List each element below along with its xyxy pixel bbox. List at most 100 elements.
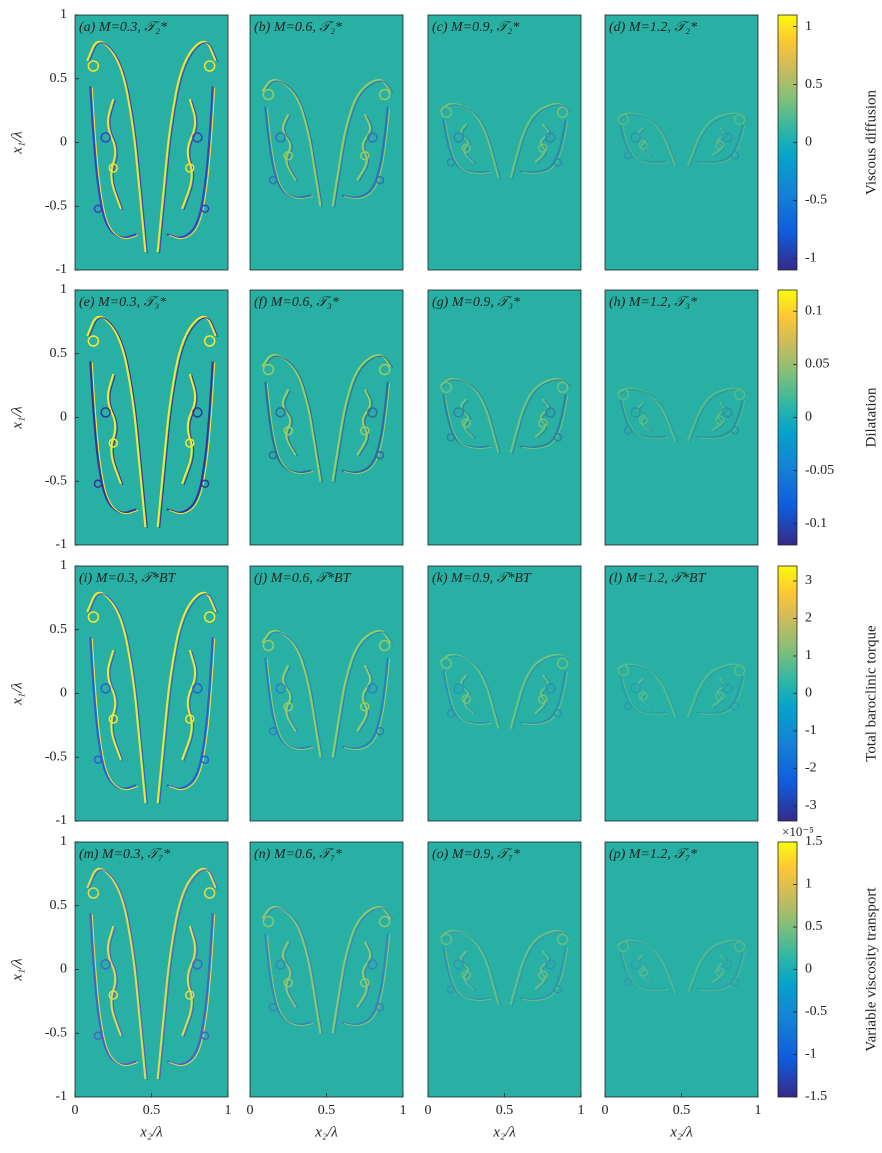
vortex [623,978,633,987]
vortex [722,959,733,970]
structure-edge [91,638,139,791]
field-background [428,290,581,545]
panel-label: (f) M=0.6, 𝒯₃* [254,295,339,310]
vortex [262,915,275,928]
vortex [453,407,464,418]
structure-edge [266,934,314,1027]
vortex [100,959,111,970]
field-pattern [86,867,219,1081]
structure [534,398,550,439]
vortex [730,702,740,711]
colorbar-tick-label: 0 [805,686,812,701]
vortex [446,433,456,442]
y-tick-label: -1 [55,537,67,552]
structure-edge [343,107,391,200]
structure [636,402,652,432]
vortex [730,151,740,160]
field-background [75,842,228,1097]
structure-edge [618,113,678,168]
vortex [630,132,641,143]
field-background [605,290,758,545]
structure [696,675,744,715]
structure [519,394,567,449]
vortex [378,88,391,101]
vortex [630,959,641,970]
field-pattern [261,79,394,208]
vortex [87,60,100,72]
structure [459,123,475,164]
structure [616,387,677,442]
structure [636,954,652,984]
vortex [200,755,210,765]
structure-edge [512,655,572,730]
vortex [630,683,641,694]
structure [341,933,389,1026]
field-pattern [439,929,572,1006]
structure-edge [512,379,572,454]
vortex [556,381,569,394]
panel-label: (b) M=0.6, 𝒯₂* [254,20,342,35]
structure-edge [698,676,746,715]
field-background [250,566,403,821]
structure-edge [462,124,477,164]
y-tick-label: -1 [55,813,67,828]
vortex [538,143,548,153]
y-tick-label: 1 [60,834,67,849]
structure-edge [159,869,219,1081]
structure [181,649,197,761]
field-pattern [86,591,219,805]
structure-edge [441,655,501,730]
structure [331,630,392,758]
structure-edge [441,379,501,454]
vortex [93,204,103,214]
structure [711,402,727,432]
vortex [100,132,111,143]
vortex [453,683,464,694]
structure [166,637,214,790]
structure [636,127,652,157]
vortex [623,426,633,435]
field-pattern [616,939,749,995]
structure-edge [91,914,139,1067]
structure [341,657,389,750]
structure [619,951,667,991]
vortex [461,143,471,153]
vortex [268,175,278,185]
structure-edge [521,671,569,725]
structure-edge [343,658,391,751]
structure-edge [444,395,492,449]
vortex [360,151,370,161]
vortex [556,106,569,119]
vortex [360,426,370,436]
vortex [617,664,630,677]
structure-edge [713,128,728,157]
colorbar-tick-label: -0.5 [805,1004,827,1019]
structure [696,124,744,164]
structure [459,398,475,439]
colorbar-tick-label: 0 [805,962,812,977]
structure-edge [109,100,124,210]
structure-edge [621,952,669,991]
vortex [715,415,725,425]
structure-edge [168,914,216,1067]
panel-label: (g) M=0.9, 𝒯₃* [432,295,520,310]
x-tick-label: 1 [578,1103,585,1118]
structure-edge [462,399,477,439]
structure [331,79,392,207]
panel-label: (i) M=0.3, 𝒯*BT [79,571,177,586]
structure-edge [521,120,569,174]
colorbar-tick-label: -1.5 [805,1089,827,1104]
structure [106,98,122,210]
structure [519,670,567,725]
structure [686,939,747,994]
structure [711,954,727,984]
structure [519,946,567,1001]
field-background [428,566,581,821]
structure [439,653,500,729]
x-axis-label: x₂/λ [492,1124,516,1140]
colorbar-tick-label: 0.1 [805,303,823,318]
vortex [715,691,725,701]
structure-edge [168,638,216,791]
structure-edge [536,675,551,715]
